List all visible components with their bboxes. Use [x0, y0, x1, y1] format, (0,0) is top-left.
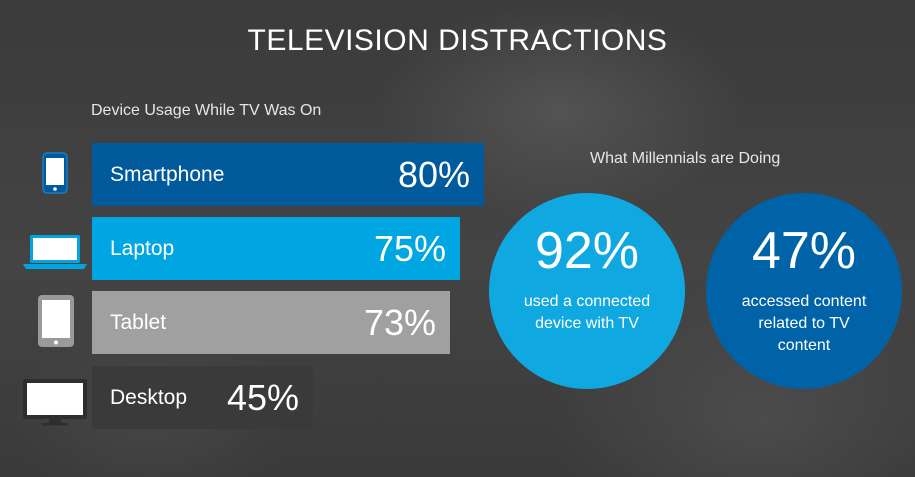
stat-text-line: accessed content	[741, 293, 867, 310]
bar-laptop: Laptop 75%	[92, 217, 460, 280]
stat-circle-related-content: 47% accessed content related to TV conte…	[706, 193, 902, 389]
bar-label-smartphone: Smartphone	[110, 162, 225, 186]
stat-text-connected-device: used a connected device with TV	[524, 291, 650, 335]
bar-value-desktop: 45%	[226, 376, 299, 418]
laptop-icon	[23, 235, 87, 269]
bar-chart-title: Device Usage While TV Was On	[91, 102, 322, 119]
stat-text-related-content: accessed content related to TV content	[742, 291, 867, 357]
stat-text-line: related to TV	[758, 315, 850, 332]
bar-label-laptop: Laptop	[110, 236, 175, 260]
bar-label-tablet: Tablet	[110, 310, 167, 334]
stat-text-line: used a connected	[523, 293, 651, 310]
tablet-icon	[38, 295, 74, 347]
bar-label-desktop: Desktop	[110, 385, 188, 409]
smartphone-icon	[42, 152, 68, 194]
stat-value-connected-device: 92%	[534, 222, 640, 280]
bar-tablet: Tablet 73%	[92, 291, 450, 354]
stat-text-line: content	[777, 337, 831, 354]
bar-value-laptop: 75%	[373, 227, 446, 269]
page-title: TELEVISION DISTRACTIONS	[247, 24, 668, 57]
bar-value-smartphone: 80%	[397, 153, 470, 195]
bar-desktop: Desktop 45%	[92, 366, 313, 429]
stats-title: What Millennials are Doing	[590, 150, 781, 167]
bar-value-tablet: 73%	[363, 301, 436, 343]
stat-circle-connected-device: 92% used a connected device with TV	[489, 193, 685, 389]
desktop-icon	[23, 379, 87, 426]
stat-text-line: device with TV	[535, 315, 639, 332]
stat-value-related-content: 47%	[751, 222, 857, 280]
bar-smartphone: Smartphone 80%	[92, 143, 484, 206]
